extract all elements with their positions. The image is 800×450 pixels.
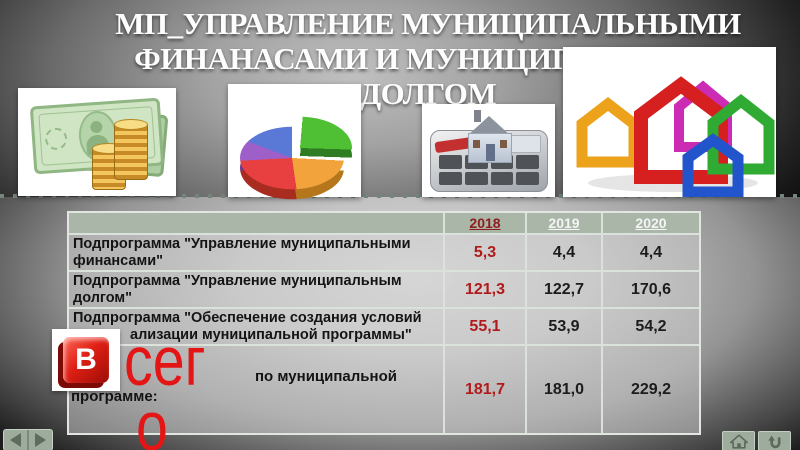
row1-label: Подпрограмма "Управление муниципальными … <box>69 235 445 272</box>
slide-nav-arrows <box>3 429 53 450</box>
row3-label: Подпрограмма "Обеспечение создания услов… <box>69 309 445 346</box>
return-button[interactable] <box>758 431 791 450</box>
previous-slide-button[interactable] <box>4 430 29 450</box>
slide-nav-shortcuts <box>722 431 791 450</box>
left-arrow-icon <box>10 433 21 447</box>
year-header-2018: 2018 <box>445 213 527 235</box>
calculator-body <box>430 130 548 192</box>
finance-table: 2018 2019 2020 Подпрограмма "Управление … <box>67 211 701 435</box>
total-big-text-part2: о <box>136 387 168 450</box>
row1-value-2018: 5,3 <box>445 235 527 272</box>
house-calculator-image <box>422 104 555 197</box>
red-cube-letter-logo: В <box>52 329 120 391</box>
row3-value-2019: 53,9 <box>527 309 603 346</box>
home-icon <box>729 433 748 449</box>
u-turn-arrow-icon <box>767 435 780 448</box>
pie-chart-image <box>228 84 361 200</box>
total-big-text-part1: сег <box>124 322 206 400</box>
row2-value-2018: 121,3 <box>445 272 527 309</box>
home-button[interactable] <box>722 431 755 450</box>
green-house <box>707 94 775 175</box>
table-corner-cell <box>69 213 445 235</box>
row1-value-2020: 4,4 <box>603 235 699 272</box>
blue-house <box>682 133 744 198</box>
row3-value-2020: 54,2 <box>603 309 699 346</box>
row3-value-2018: 55,1 <box>445 309 527 346</box>
right-arrow-icon <box>35 433 46 447</box>
row2-label: Подпрограмма "Управление муниципальным д… <box>69 272 445 309</box>
row4-value-2020: 229,2 <box>603 346 699 433</box>
bottom-gradient-background <box>0 197 800 450</box>
row4-value-2019: 181,0 <box>527 346 603 433</box>
pie-slice-green-exploded <box>248 116 352 180</box>
row4-value-2018: 181,7 <box>445 346 527 433</box>
year-header-2020: 2020 <box>603 213 699 235</box>
title-line-1: МП_УПРАВЛЕНИЕ МУНИЦИПАЛЬНЫМИ <box>115 6 741 41</box>
dotted-separator-line <box>0 194 800 198</box>
year-header-2019: 2019 <box>527 213 603 235</box>
colorful-houses-image <box>563 47 776 198</box>
money-image <box>18 88 176 196</box>
model-house <box>466 110 512 166</box>
red-house <box>634 76 728 184</box>
next-slide-button[interactable] <box>29 430 52 450</box>
slide-title: МП_УПРАВЛЕНИЕ МУНИЦИПАЛЬНЫМИ ФИНАНАСАМИ … <box>56 6 800 111</box>
row2-value-2019: 122,7 <box>527 272 603 309</box>
orange-house <box>576 97 640 168</box>
row1-value-2019: 4,4 <box>527 235 603 272</box>
row2-value-2020: 170,6 <box>603 272 699 309</box>
house-outlines-graphic <box>576 76 775 198</box>
v-logo-cube-icon: В <box>63 337 109 383</box>
coin-stack-tall <box>114 119 148 180</box>
row4-label-total: по муниципальной программе: <box>69 346 445 433</box>
